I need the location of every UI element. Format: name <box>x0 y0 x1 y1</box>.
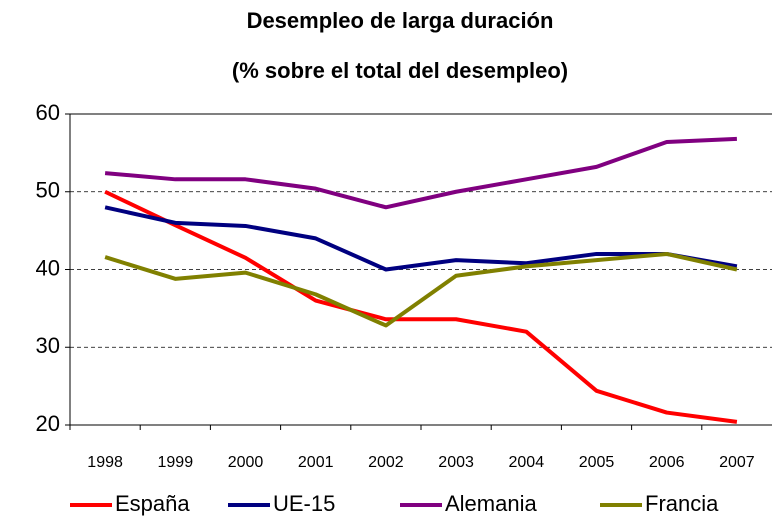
series-line <box>104 136 737 210</box>
y-tick-label: 20 <box>36 411 60 436</box>
legend-label: Alemania <box>445 491 537 516</box>
legend-label: España <box>115 491 190 516</box>
legend-label: Francia <box>645 491 719 516</box>
x-tick-label: 2006 <box>649 454 685 471</box>
legend-label: UE-15 <box>273 491 335 516</box>
y-tick-label: 50 <box>36 178 60 203</box>
x-tick-label: 2000 <box>228 454 264 471</box>
x-tick-label: 2007 <box>719 454 755 471</box>
y-tick-label: 40 <box>36 255 60 280</box>
chart-title: Desempleo de larga duración <box>247 8 554 33</box>
series-line <box>104 189 738 424</box>
chart-subtitle: (% sobre el total del desempleo) <box>232 58 568 83</box>
x-tick-label: 2004 <box>509 454 545 471</box>
series-line <box>104 205 738 272</box>
y-tick-label: 30 <box>36 333 60 358</box>
x-tick-label: 2005 <box>579 454 615 471</box>
x-tick-label: 2002 <box>368 454 404 471</box>
x-tick-label: 1998 <box>87 454 123 471</box>
series-line <box>104 251 738 328</box>
y-tick-label: 60 <box>36 100 60 125</box>
x-tick-label: 1999 <box>158 454 194 471</box>
x-tick-label: 2003 <box>438 454 474 471</box>
x-tick-label: 2001 <box>298 454 334 471</box>
